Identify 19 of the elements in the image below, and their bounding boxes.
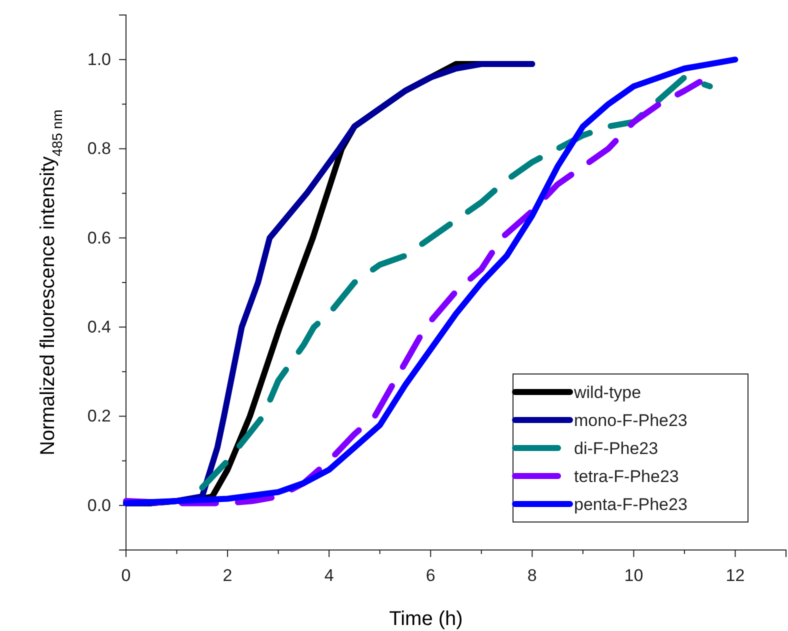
x-tick-label: 8	[527, 566, 537, 586]
y-tick-label: 1.0	[87, 50, 111, 70]
legend-label: tetra-F-Phe23	[574, 467, 679, 486]
legend-label: penta-F-Phe23	[574, 495, 688, 514]
x-tick-label: 6	[426, 566, 436, 586]
legend-label: di-F-Phe23	[574, 439, 658, 458]
x-tick-label: 4	[324, 566, 334, 586]
x-tick-label: 2	[222, 566, 232, 586]
y-tick-label: 0.2	[87, 406, 111, 426]
x-axis-title: Time (h)	[389, 608, 463, 630]
x-tick-label: 0	[121, 566, 131, 586]
y-tick-label: 0.4	[87, 318, 111, 337]
y-tick-label: 0.8	[87, 139, 111, 158]
legend-label: mono-F-Phe23	[574, 411, 688, 430]
legend-label: wild-type	[573, 383, 642, 402]
x-tick-label: 12	[726, 566, 745, 586]
y-tick-label: 0.6	[87, 228, 111, 248]
x-tick-label: 10	[624, 566, 644, 586]
y-tick-label: 0.0	[87, 496, 111, 515]
